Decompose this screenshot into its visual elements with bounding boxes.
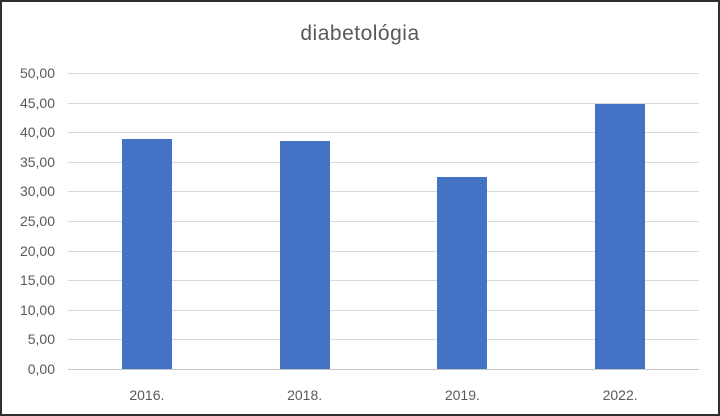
- y-axis-tick-label: 15,00: [19, 272, 55, 289]
- chart-title: diabetológia: [300, 22, 420, 45]
- plot-area: [68, 73, 699, 370]
- gridline: [68, 280, 699, 282]
- y-axis-tick-label: 0,00: [27, 361, 55, 377]
- y-axis-tick-label: 30,00: [19, 183, 55, 200]
- y-axis-tick-label: 5,00: [27, 331, 55, 348]
- x-axis-tick-label: 2019.: [444, 387, 480, 403]
- y-axis-tick-label: 25,00: [19, 213, 55, 229]
- gridline: [68, 221, 699, 222]
- bar-2016[interactable]: [121, 139, 172, 369]
- gridline: [68, 250, 699, 252]
- bar-2022[interactable]: [595, 103, 646, 369]
- gridline: [68, 309, 699, 311]
- x-axis-line: [68, 369, 699, 370]
- gridline: [68, 161, 699, 163]
- y-axis-tick-label: 20,00: [19, 242, 55, 259]
- bar-2018[interactable]: [279, 141, 330, 369]
- bar-2019[interactable]: [437, 176, 488, 369]
- gridline: [68, 339, 699, 341]
- x-axis-tick-label: 2016.: [129, 387, 165, 403]
- gridline: [68, 191, 699, 193]
- gridline: [68, 102, 699, 104]
- y-axis-tick-label: 10,00: [19, 301, 55, 318]
- y-axis-tick-label: 45,00: [19, 94, 55, 111]
- x-axis-tick-label: 2022.: [602, 387, 638, 403]
- y-axis-tick-label: 50,00: [19, 65, 55, 81]
- gridline: [68, 132, 699, 134]
- y-axis-tick-label: 35,00: [19, 153, 55, 170]
- y-axis-tick-label: 40,00: [19, 124, 55, 141]
- x-axis-tick-label: 2018.: [287, 387, 323, 403]
- gridline: [68, 73, 699, 74]
